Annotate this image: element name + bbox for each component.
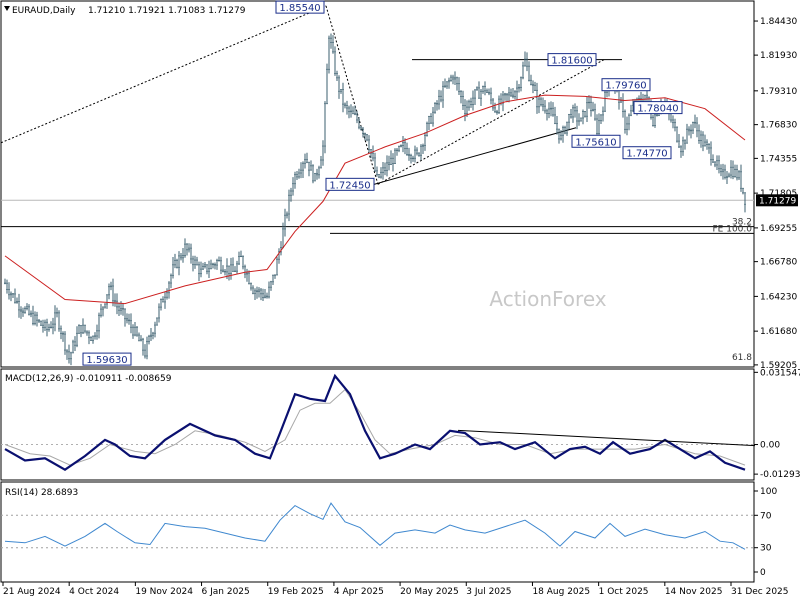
rsi-title: RSI(14) 28.6893 [5, 488, 78, 498]
date-tick-label: 3 Jul 2025 [466, 587, 511, 597]
price-tick-label: 1.74355 [760, 154, 797, 164]
rsi-tick-label: 0 [760, 568, 766, 578]
date-tick-label: 14 Nov 2025 [665, 587, 723, 597]
macd-trendline [457, 429, 756, 447]
macd-tick-label: -0.012933 [760, 470, 800, 480]
dotted-rise-line [377, 59, 605, 185]
date-tick-label: 21 Aug 2024 [3, 587, 61, 597]
price-tick-label: 1.64230 [760, 292, 797, 302]
price-tick-label: 1.84430 [760, 17, 797, 27]
moving-average-line [4, 94, 746, 305]
rsi-panel-frame [0, 481, 755, 583]
macd-tick-label: 0.031547 [760, 368, 800, 378]
macd-main-line [4, 373, 746, 471]
macd-panel-frame [0, 368, 755, 481]
macd-panel: MACD(12,26,9) -0.010911 -0.008659 0.0315… [1, 368, 800, 480]
date-tick-label: 18 Aug 2025 [532, 587, 590, 597]
price-tick-label: 1.59205 [760, 361, 797, 371]
price-labels: 1.85540 1.81600 1.79760 1.78040 1.75610 1.747… [82, 0, 683, 366]
price-label-box [633, 101, 683, 115]
price-label-text: 1.74770 [626, 149, 667, 160]
current-price-tag-bg [756, 194, 798, 207]
current-price-tag-text: 1.71279 [759, 196, 796, 206]
price-tick-label: 1.79310 [760, 87, 797, 97]
price-label-text: 1.59630 [86, 355, 127, 366]
price-label-box [601, 78, 651, 92]
fib-level-label: 61.8 [732, 353, 752, 363]
rsi-guide-lines [1, 514, 754, 549]
rsi-line [4, 502, 746, 550]
price-label-box [325, 177, 375, 191]
price-label-text: 1.72450 [329, 180, 370, 191]
watermark: ActionForex [489, 287, 606, 311]
macd-title: MACD(12,26,9) -0.010911 -0.008659 [5, 374, 172, 384]
date-tick-label: 19 Feb 2025 [268, 587, 324, 597]
price-tick-label: 1.69255 [760, 224, 797, 234]
date-tick-label: 4 Apr 2025 [334, 587, 384, 597]
price-axis-ticks: 1.84430 1.81930 1.79310 1.76830 1.74355 1.718… [754, 17, 797, 371]
price-reference-lines [1, 199, 754, 234]
date-tick-label: 19 Nov 2024 [135, 587, 193, 597]
macd-axis-ticks: 0.031547 0.00 -0.012933 [754, 368, 800, 480]
date-tick-label: 6 Jan 2025 [202, 587, 250, 597]
price-tick-label: 1.66780 [760, 258, 797, 268]
price-label-box [547, 53, 597, 67]
rsi-tick-label: 100 [760, 487, 777, 497]
price-label-text: 1.81600 [551, 56, 592, 67]
rsi-tick-label: 70 [760, 511, 772, 521]
rsi-axis-ticks: 100 70 30 0 [754, 487, 777, 578]
price-label-text: 1.75610 [575, 137, 616, 148]
price-label-text: 1.85540 [279, 3, 320, 14]
price-panel: ActionForex 1.85540 1.81600 1.79760 1.78040… [0, 0, 798, 371]
date-tick-label: 4 Oct 2024 [69, 587, 119, 597]
price-label-box [622, 146, 672, 160]
macd-tick-label: 0.00 [760, 441, 780, 451]
symbol-label: EURAUD,Daily [12, 6, 76, 16]
current-price-tag: 1.71279 [756, 194, 798, 207]
support-trendline [373, 127, 577, 185]
collapse-arrow-icon[interactable] [4, 6, 10, 11]
date-axis: 21 Aug 2024 4 Oct 2024 19 Nov 2024 6 Jan 20… [2, 582, 789, 597]
fib-level-labels: 38.2FE 100.0 61.8 [713, 218, 753, 364]
price-label-box [571, 134, 621, 148]
rsi-panel: RSI(14) 28.6893 100 70 30 0 [1, 487, 777, 578]
dotted-trendline [0, 5, 327, 144]
fib-level-label: 38.2 [732, 218, 752, 228]
date-tick-label: 31 Dec 2025 [731, 587, 789, 597]
candles [4, 33, 746, 366]
dotted-retrace-line [325, 5, 379, 185]
rsi-tick-label: 30 [760, 544, 772, 554]
price-label-box [82, 352, 132, 366]
date-tick-label: 1 Oct 2025 [599, 587, 649, 597]
price-label-box [275, 0, 325, 14]
price-label-text: 1.78040 [637, 104, 678, 115]
price-tick-label: 1.61680 [760, 327, 797, 337]
price-tick-label: 1.81930 [760, 51, 797, 61]
ohlc-label: 1.71210 1.71921 1.71083 1.71279 [88, 6, 246, 16]
fib-level-label: FE 100.0 [713, 224, 753, 234]
price-tick-label: 1.76830 [760, 121, 797, 131]
price-label-text: 1.79760 [605, 81, 646, 92]
date-tick-label: 20 May 2025 [400, 587, 459, 597]
price-tick-label: 1.71805 [760, 189, 797, 199]
